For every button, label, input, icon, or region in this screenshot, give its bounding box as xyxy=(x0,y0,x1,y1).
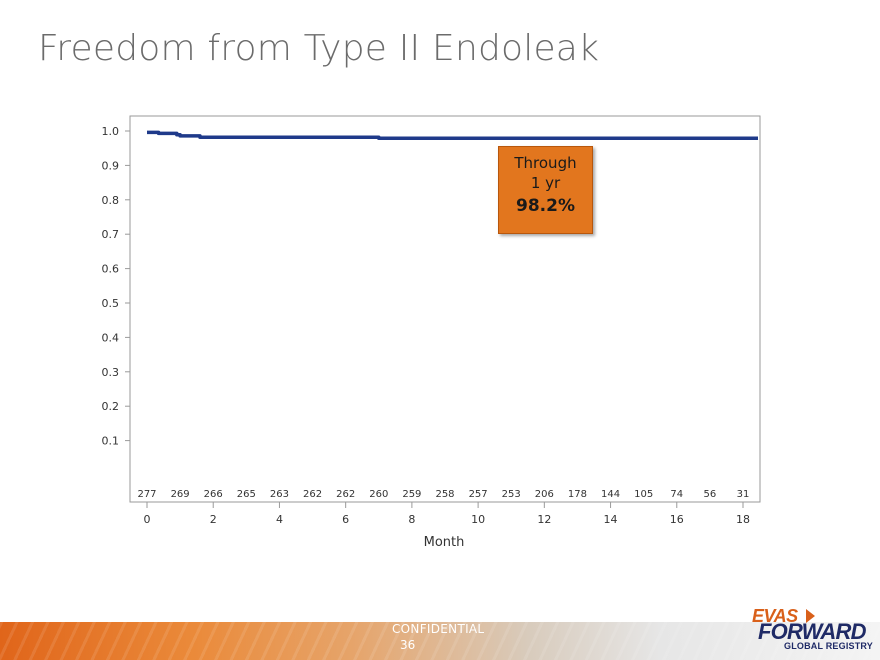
y-tick-label: 0.7 xyxy=(102,228,120,241)
x-tick-label: 4 xyxy=(276,513,283,526)
x-tick-label: 14 xyxy=(604,513,618,526)
x-axis-label: Month xyxy=(424,535,465,550)
footer-stripes xyxy=(0,622,880,660)
at-risk-count: 262 xyxy=(303,489,322,500)
at-risk-count: 31 xyxy=(737,489,750,500)
x-tick-label: 2 xyxy=(210,513,217,526)
y-tick-label: 0.8 xyxy=(102,194,120,207)
x-tick-label: 10 xyxy=(471,513,485,526)
survival-line xyxy=(147,130,758,140)
y-tick-label: 0.9 xyxy=(102,159,120,172)
x-axis: 0 2 4 6 8 10 12 14 16 18 xyxy=(144,502,750,526)
footer-band xyxy=(0,622,880,660)
y-axis: 0.1 0.2 0.3 0.4 0.5 0.6 0.7 0.8 0.9 1.0 xyxy=(102,125,130,448)
at-risk-count: 266 xyxy=(204,489,223,500)
logo-subtitle: GLOBAL REGISTRY xyxy=(784,641,874,651)
at-risk-count: 263 xyxy=(270,489,289,500)
at-risk-count: 265 xyxy=(237,489,256,500)
callout-line1: Through xyxy=(514,154,577,172)
confidential-label: CONFIDENTIAL xyxy=(392,622,485,636)
at-risk-count: 56 xyxy=(704,489,717,500)
y-tick-label: 0.1 xyxy=(102,435,120,448)
slide-title: Freedom from Type II Endoleak xyxy=(38,28,600,69)
x-tick-label: 6 xyxy=(342,513,349,526)
at-risk-row: 277 269 266 265 263 262 262 260 259 258 257 253 206 1… xyxy=(137,489,749,500)
at-risk-count: 178 xyxy=(568,489,587,500)
x-tick-label: 12 xyxy=(537,513,551,526)
callout-line2: 1 yr xyxy=(530,174,561,192)
page-number: 36 xyxy=(400,638,416,652)
y-tick-label: 1.0 xyxy=(102,125,120,138)
callout-value: 98.2% xyxy=(516,196,575,216)
evas-forward-logo: EVAS FORWARD GLOBAL REGISTRY xyxy=(752,606,874,654)
logo-brand-top: EVAS xyxy=(752,606,798,626)
at-risk-count: 74 xyxy=(670,489,683,500)
x-tick-label: 18 xyxy=(736,513,750,526)
at-risk-count: 277 xyxy=(137,489,156,500)
at-risk-count: 206 xyxy=(535,489,554,500)
at-risk-count: 253 xyxy=(502,489,521,500)
y-tick-label: 0.6 xyxy=(102,263,120,276)
at-risk-count: 259 xyxy=(402,489,421,500)
y-tick-label: 0.2 xyxy=(102,400,120,413)
x-tick-label: 8 xyxy=(408,513,415,526)
x-tick-label: 0 xyxy=(144,513,151,526)
y-tick-label: 0.3 xyxy=(102,366,120,379)
plot-frame xyxy=(129,115,761,503)
at-risk-count: 144 xyxy=(601,489,620,500)
y-tick-label: 0.5 xyxy=(102,297,120,310)
x-tick-label: 16 xyxy=(670,513,684,526)
logo-brand-main: FORWARD xyxy=(758,619,866,644)
at-risk-count: 258 xyxy=(435,489,454,500)
series-group xyxy=(147,130,758,140)
at-risk-count: 260 xyxy=(369,489,388,500)
at-risk-count: 269 xyxy=(171,489,190,500)
y-tick-label: 0.4 xyxy=(102,331,120,344)
logo-arrow-icon xyxy=(806,609,815,623)
at-risk-count: 257 xyxy=(469,489,488,500)
at-risk-count: 105 xyxy=(634,489,653,500)
at-risk-count: 262 xyxy=(336,489,355,500)
one-year-callout: Through 1 yr 98.2% xyxy=(498,146,593,234)
